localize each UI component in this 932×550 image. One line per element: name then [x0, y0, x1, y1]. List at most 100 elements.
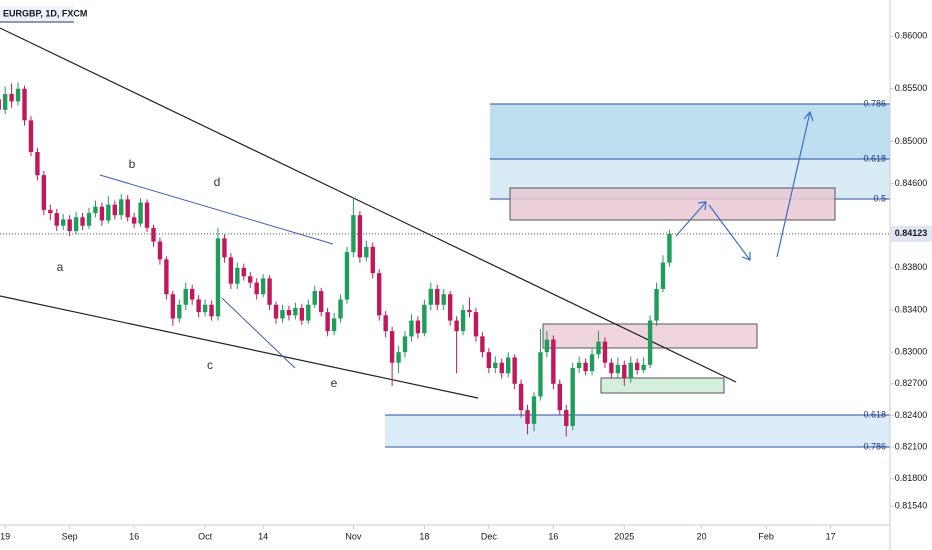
wave-label: a — [57, 260, 64, 274]
y-tick-label: 0.81540 — [895, 500, 928, 510]
candle-body — [119, 199, 124, 216]
x-tick-label: Nov — [345, 531, 362, 541]
candle-body — [602, 341, 608, 363]
x-tick-label: 16 — [129, 531, 139, 541]
x-tick-label: Oct — [198, 531, 213, 541]
y-tick-label: 0.82700 — [895, 378, 928, 388]
fib-label: 0.5 — [873, 193, 886, 203]
x-tick-label: 19 — [0, 531, 10, 541]
candle-body — [189, 288, 195, 300]
candle-body — [164, 259, 169, 295]
candle-body — [273, 304, 279, 319]
candle-body — [564, 410, 569, 426]
candle-body — [9, 93, 14, 102]
candle-body — [396, 352, 401, 363]
candle-body — [383, 315, 388, 332]
x-tick-label: Sep — [62, 531, 78, 541]
candle-body — [486, 352, 492, 368]
candle-body — [589, 354, 595, 372]
candle-body — [138, 202, 143, 224]
candle-body — [48, 209, 53, 214]
candle-body — [583, 362, 588, 372]
candle-body — [647, 320, 653, 365]
projection-arrow — [675, 110, 814, 261]
candle-body — [41, 175, 47, 210]
candle-body — [557, 383, 562, 411]
candle-body — [641, 364, 646, 371]
candle-body — [325, 312, 330, 332]
candle-body — [106, 204, 111, 221]
fib-label: 0.786 — [863, 98, 886, 108]
demand-zone — [600, 377, 725, 394]
candle-body — [441, 294, 446, 305]
candle-body — [331, 318, 337, 332]
candle-body — [54, 213, 59, 226]
candle-body — [473, 312, 479, 337]
candle-body — [35, 151, 40, 176]
candle-body — [312, 291, 317, 305]
candle-body — [125, 199, 130, 218]
x-tick-label: 18 — [419, 531, 429, 541]
x-tick-label: Feb — [758, 531, 774, 541]
candle-body — [0, 99, 1, 110]
candle-body — [306, 304, 311, 321]
candle-body — [570, 367, 575, 426]
candle-body — [80, 217, 85, 226]
candle-body — [389, 331, 395, 363]
fib-zone — [490, 104, 890, 159]
candle-body — [15, 88, 21, 102]
candle-body — [241, 267, 246, 277]
chart-title: EURGBP, 1D, FXCM — [3, 8, 87, 18]
candle-body — [409, 320, 414, 337]
y-tick-label: 0.81800 — [895, 473, 928, 483]
candle-body — [202, 304, 208, 313]
candle-body — [454, 320, 459, 332]
trendline — [0, 295, 479, 399]
x-tick-label: 16 — [548, 531, 558, 541]
candle-body — [518, 383, 524, 411]
candle-body — [93, 206, 98, 214]
candle-body — [628, 362, 633, 379]
candle-body — [112, 204, 117, 216]
candle-body — [576, 362, 582, 368]
candle-body — [254, 282, 259, 295]
candle-body — [222, 238, 227, 258]
candle-body — [131, 217, 137, 224]
wave-label: c — [207, 358, 213, 372]
candle-body — [609, 362, 614, 374]
fib-label: 0.618 — [863, 153, 886, 163]
candle-body — [357, 215, 363, 258]
candle-body — [183, 288, 188, 305]
candle-body — [531, 396, 537, 424]
candle-body — [99, 206, 105, 221]
candle-body — [364, 246, 369, 258]
drawings: a b c d e 0.786 0.618 0.5 0.618 0.786 — [0, 27, 890, 451]
wave-label: d — [214, 175, 221, 189]
candle-body — [209, 304, 214, 317]
y-tick-label: 0.82400 — [895, 410, 928, 420]
candle-body — [428, 288, 434, 305]
candle-body — [596, 341, 601, 355]
y-tick-label: 0.83800 — [895, 262, 928, 272]
x-tick-label: 20 — [697, 531, 707, 541]
candle-body — [22, 88, 27, 121]
last-price-label: 0.84123 — [895, 228, 928, 238]
y-tick-label: 0.85000 — [895, 136, 928, 146]
candle-body — [370, 246, 375, 274]
candle-body — [615, 364, 621, 374]
candle-body — [67, 219, 72, 231]
candle-body — [248, 276, 253, 283]
y-tick-label: 0.85500 — [895, 83, 928, 93]
candle-body — [499, 362, 504, 374]
candle-body — [228, 257, 234, 284]
candle-body — [267, 278, 272, 305]
candle-body — [512, 357, 517, 384]
candle-body — [338, 299, 343, 319]
candle-body — [654, 288, 659, 321]
x-tick-label: 14 — [258, 531, 268, 541]
wave-label: b — [129, 157, 136, 171]
y-tick-label: 0.83000 — [895, 347, 928, 357]
candle-body — [660, 262, 666, 289]
candle-body — [170, 294, 176, 319]
candle-body — [151, 227, 156, 242]
